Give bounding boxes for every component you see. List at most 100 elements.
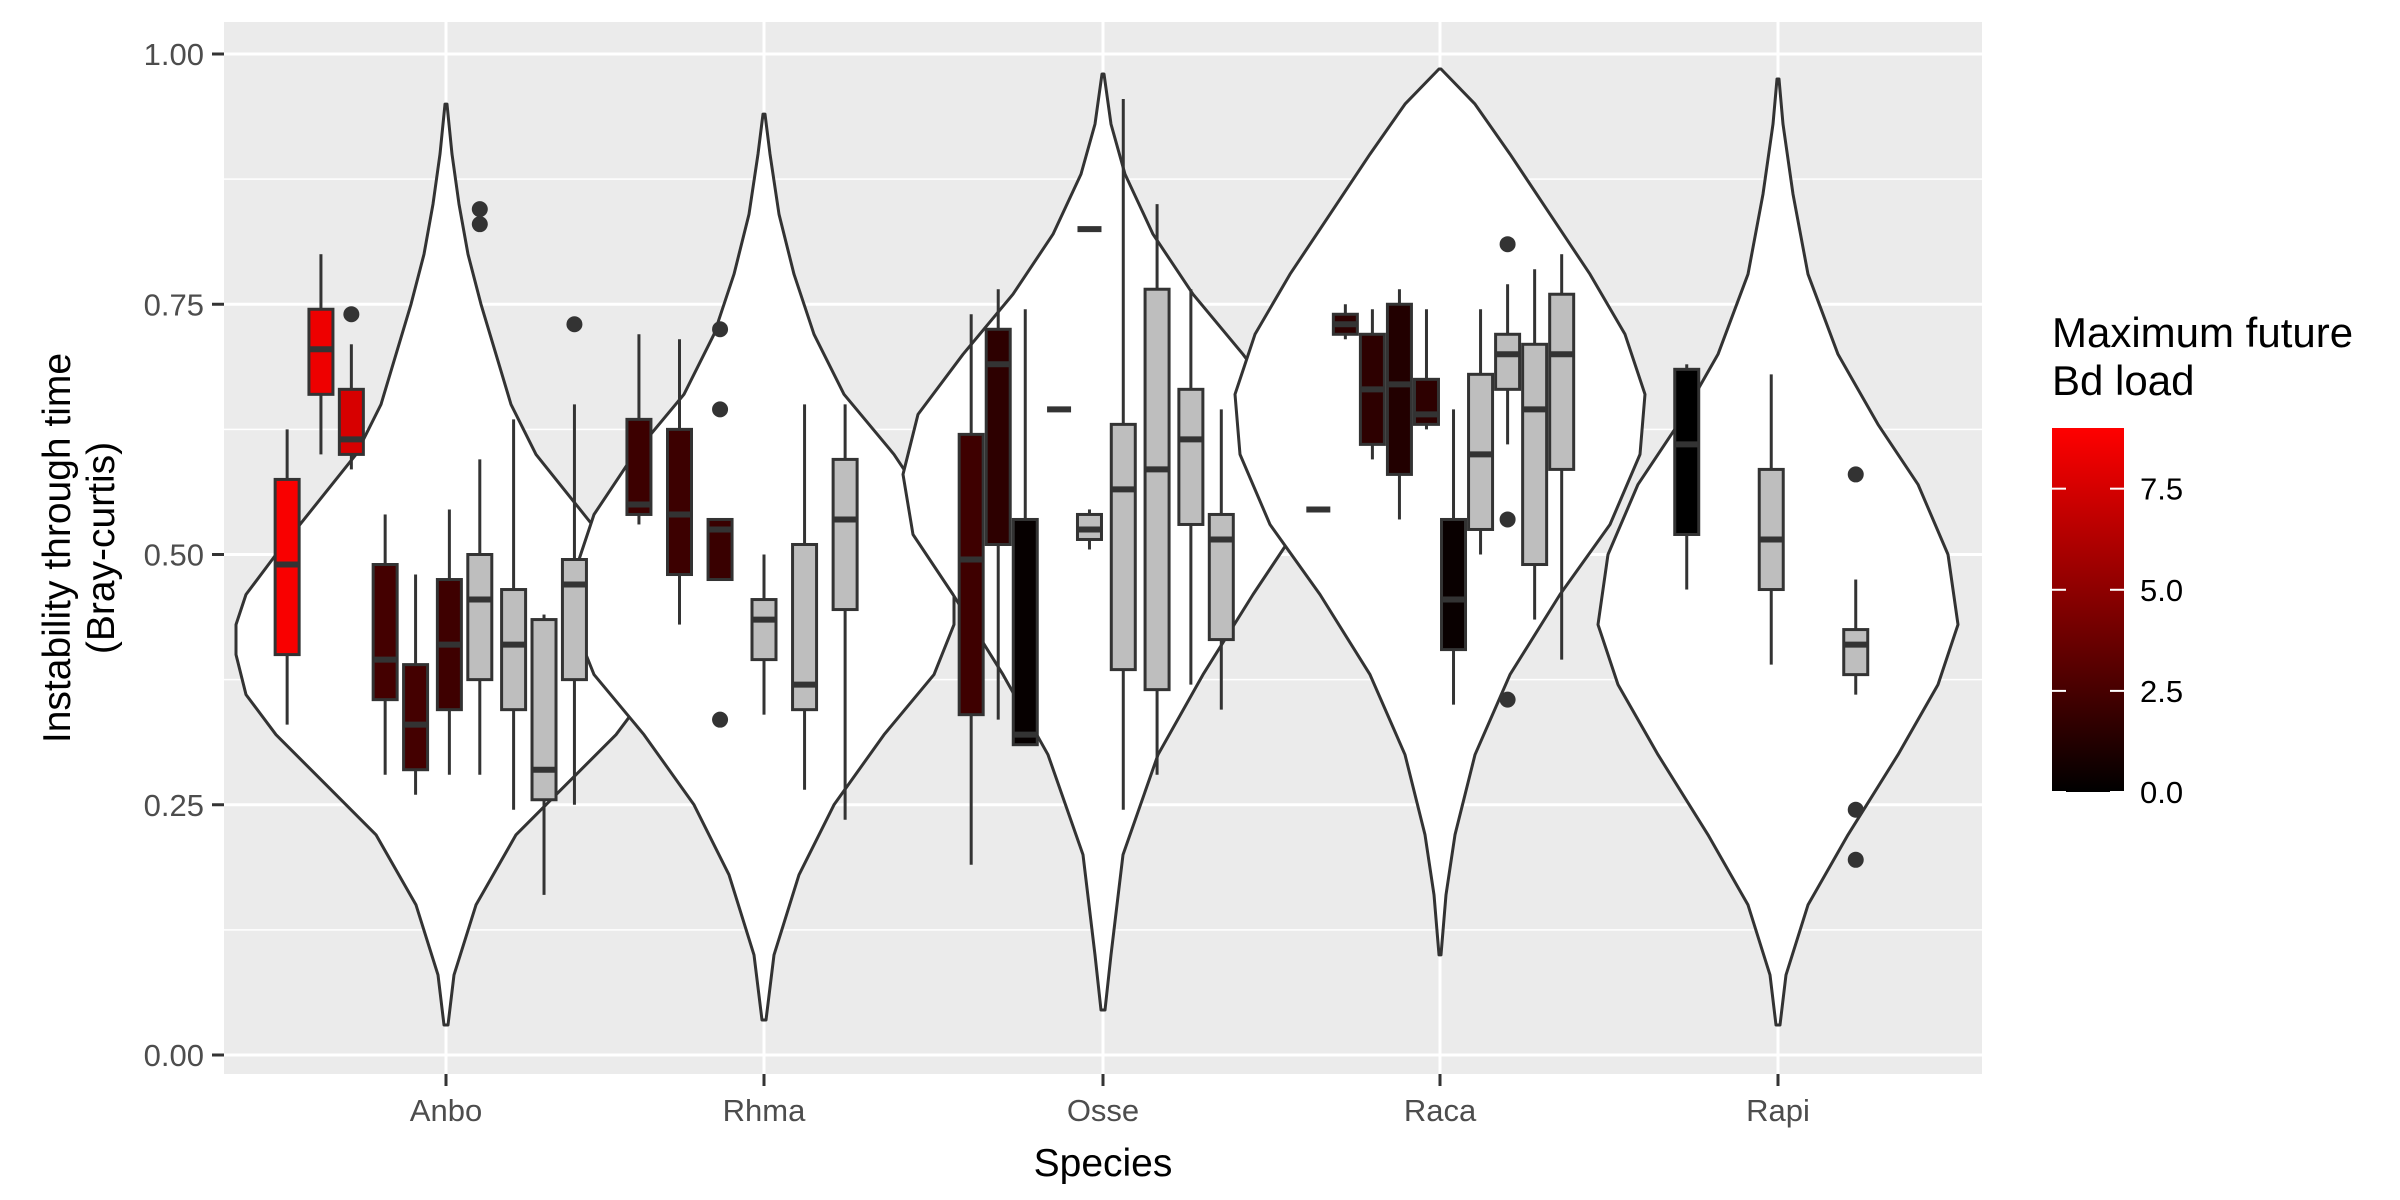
outlier-point xyxy=(343,306,360,323)
legend-label: 2.5 xyxy=(2140,674,2183,709)
boxplot-osse-25 xyxy=(1207,409,1235,710)
y-tick-label: 0.25 xyxy=(144,788,204,823)
box-body xyxy=(371,563,399,702)
boxplot-raca-30 xyxy=(1412,309,1440,430)
x-tick-label: Anbo xyxy=(410,1093,482,1128)
box-body xyxy=(337,387,365,456)
x-tick-label: Raca xyxy=(1404,1093,1477,1128)
outlier-point xyxy=(471,201,488,218)
y-tick-label: 0.75 xyxy=(144,287,204,322)
boxplot-anbo-7 xyxy=(500,419,528,810)
box-body xyxy=(1177,387,1205,526)
boxplot-raca-34 xyxy=(1521,269,1549,620)
boxplot-osse-16 xyxy=(957,314,985,865)
boxplot-raca-29 xyxy=(1385,289,1413,520)
outlier-point xyxy=(566,316,583,333)
outlier-point xyxy=(1847,801,1864,818)
boxplot-raca-31 xyxy=(1440,409,1468,705)
legend-title-line1: Maximum future xyxy=(2052,309,2353,356)
boxplot-osse-24 xyxy=(1177,289,1205,685)
y-axis-title-line2: (Bray-curtis) xyxy=(80,442,123,654)
boxplot-anbo-0 xyxy=(273,429,301,725)
boxplot-anbo-6 xyxy=(466,201,494,775)
boxplot-anbo-3 xyxy=(371,514,399,775)
outlier-point xyxy=(471,216,488,233)
box-body xyxy=(625,417,653,516)
box-body xyxy=(831,457,859,612)
boxplot-anbo-5 xyxy=(435,509,463,775)
box-body xyxy=(1011,517,1039,747)
x-axis: Anbo Rhma Osse Raca Rapi xyxy=(410,1074,1810,1128)
box-body xyxy=(530,618,558,802)
boxplot-rhma-13 xyxy=(750,554,778,715)
box-body xyxy=(1385,302,1413,476)
box-body xyxy=(1440,517,1468,652)
boxplot-osse-21 xyxy=(1075,509,1103,550)
boxplot-osse-17 xyxy=(984,289,1012,720)
outlier-point xyxy=(1499,236,1516,253)
box-body xyxy=(666,427,693,577)
legend-label: 7.5 xyxy=(2140,472,2183,507)
box-body xyxy=(1842,628,1870,677)
y-axis-title: Instability through time (Bray-curtis) xyxy=(36,353,123,743)
y-axis-title-line1: Instability through time xyxy=(36,353,79,743)
outlier-point xyxy=(712,321,729,338)
boxplot-rapi-36 xyxy=(1673,364,1701,590)
boxplot-anbo-1 xyxy=(307,254,335,455)
box-body xyxy=(1143,287,1171,692)
box-body xyxy=(500,588,528,712)
legend-ticks: 7.5 5.0 2.5 0.0 xyxy=(2052,472,2183,810)
boxplot-rapi-37 xyxy=(1757,374,1785,665)
box-body xyxy=(1494,332,1522,391)
boxplot-anbo-4 xyxy=(402,574,430,795)
box-body xyxy=(402,663,430,772)
box-body xyxy=(1109,422,1137,672)
outlier-point xyxy=(712,401,729,418)
legend-label: 5.0 xyxy=(2140,573,2183,608)
box-body xyxy=(750,598,778,662)
boxplot-raca-28 xyxy=(1358,309,1386,460)
legend-colorbar xyxy=(2052,428,2124,792)
boxplot-anbo-2 xyxy=(337,306,365,470)
boxplot-rhma-15 xyxy=(831,404,859,820)
y-tick-label: 1.00 xyxy=(144,37,204,72)
x-tick-label: Rapi xyxy=(1746,1093,1810,1128)
box-body xyxy=(957,432,985,717)
box-body xyxy=(1757,467,1785,592)
boxplot-osse-18 xyxy=(1011,309,1039,747)
legend-label: 0.0 xyxy=(2140,775,2183,810)
boxplot-rhma-10 xyxy=(625,334,653,525)
x-axis-title: Species xyxy=(1034,1142,1173,1185)
box-body xyxy=(466,553,494,682)
outlier-point xyxy=(1847,851,1864,868)
box-body xyxy=(1207,512,1235,642)
boxplot-raca-33 xyxy=(1494,236,1522,708)
outlier-point xyxy=(712,711,729,728)
boxplot-osse-22 xyxy=(1109,99,1137,810)
box-body xyxy=(1521,342,1549,567)
boxplot-raca-32 xyxy=(1467,309,1495,555)
boxplot-raca-27 xyxy=(1331,304,1359,340)
outlier-point xyxy=(1847,466,1864,483)
legend-title-line2: Bd load xyxy=(2052,357,2194,404)
outlier-point xyxy=(1499,691,1516,708)
boxplot-osse-23 xyxy=(1143,204,1171,775)
x-tick-label: Osse xyxy=(1067,1093,1139,1128)
violin-osse xyxy=(901,72,1305,1012)
outlier-point xyxy=(1499,511,1516,528)
box-layer xyxy=(273,99,1870,895)
boxplot-rapi-38 xyxy=(1842,466,1870,868)
boxplot-rhma-12 xyxy=(706,321,734,728)
boxplot-anbo-8 xyxy=(530,614,558,895)
box-body xyxy=(1548,292,1576,471)
y-tick-label: 0.00 xyxy=(144,1038,204,1073)
box-body xyxy=(560,558,588,682)
box-body xyxy=(1673,367,1701,536)
boxplot-rhma-11 xyxy=(666,339,693,625)
y-tick-label: 0.50 xyxy=(144,538,204,573)
x-tick-label: Rhma xyxy=(723,1093,806,1128)
boxplot-rhma-14 xyxy=(791,404,819,790)
boxplot-raca-35 xyxy=(1548,254,1576,660)
boxplot-anbo-9 xyxy=(560,316,588,805)
